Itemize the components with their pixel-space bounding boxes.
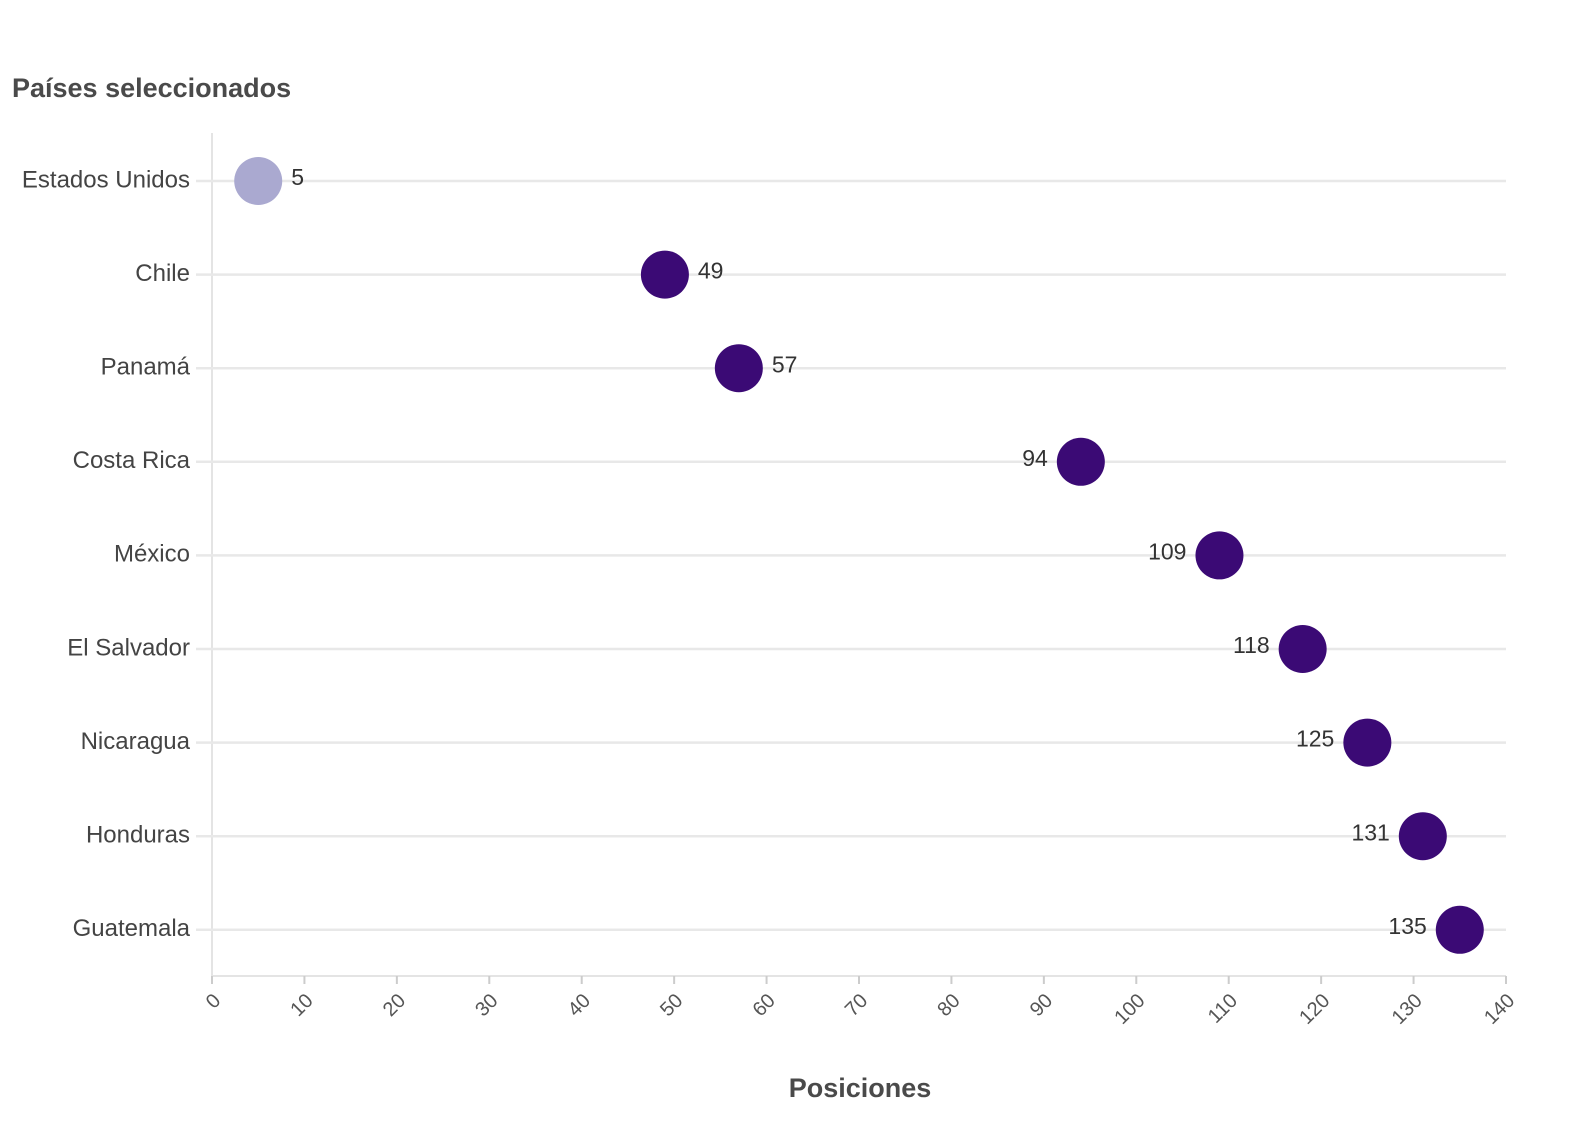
- y-tick-label: Honduras: [86, 822, 190, 849]
- y-tick-label: Costa Rica: [73, 447, 191, 474]
- dot: [1435, 905, 1484, 954]
- y-tick-label: Chile: [135, 260, 190, 287]
- value-label: 135: [1388, 913, 1426, 939]
- value-label: 118: [1233, 632, 1270, 658]
- y-axis-title: Países seleccionados: [12, 73, 291, 103]
- x-tick-label: 110: [1204, 990, 1242, 1028]
- x-tick-label: 30: [471, 990, 502, 1021]
- dot: [714, 344, 763, 393]
- x-tick-label: 0: [202, 990, 225, 1013]
- x-tick-label: 140: [1480, 990, 1519, 1029]
- value-label: 57: [772, 351, 798, 377]
- y-tick-label: Guatemala: [73, 915, 191, 942]
- value-label: 5: [291, 164, 304, 190]
- dot: [640, 250, 689, 299]
- y-tick-label: México: [114, 541, 190, 568]
- x-tick-label: 20: [379, 990, 410, 1021]
- x-tick-label: 90: [1026, 990, 1057, 1021]
- value-label: 125: [1296, 726, 1334, 752]
- dot: [234, 157, 283, 205]
- x-tick-label: 100: [1110, 990, 1149, 1029]
- value-label: 109: [1148, 538, 1186, 564]
- value-label: 94: [1022, 445, 1048, 471]
- value-label: 49: [698, 258, 724, 284]
- y-tick-label: Nicaragua: [81, 728, 191, 755]
- y-tick-label: Panamá: [101, 354, 191, 381]
- dot: [1343, 718, 1392, 767]
- dot: [1056, 437, 1105, 486]
- x-tick-label: 130: [1388, 990, 1427, 1029]
- x-axis-title: Posiciones: [789, 1073, 932, 1103]
- y-tick-label: El Salvador: [67, 634, 190, 661]
- x-tick-label: 50: [656, 990, 687, 1021]
- x-tick-label: 60: [749, 990, 780, 1021]
- value-label: 131: [1351, 819, 1389, 845]
- x-tick-label: 80: [933, 990, 964, 1021]
- y-tick-label: Estados Unidos: [22, 166, 190, 193]
- x-tick-label: 120: [1295, 990, 1334, 1029]
- x-tick-label: 70: [841, 990, 872, 1021]
- x-tick-label: 10: [286, 990, 317, 1021]
- dot: [1398, 812, 1447, 861]
- dot: [1278, 625, 1327, 673]
- dot: [1195, 531, 1244, 580]
- x-tick-label: 40: [564, 990, 595, 1021]
